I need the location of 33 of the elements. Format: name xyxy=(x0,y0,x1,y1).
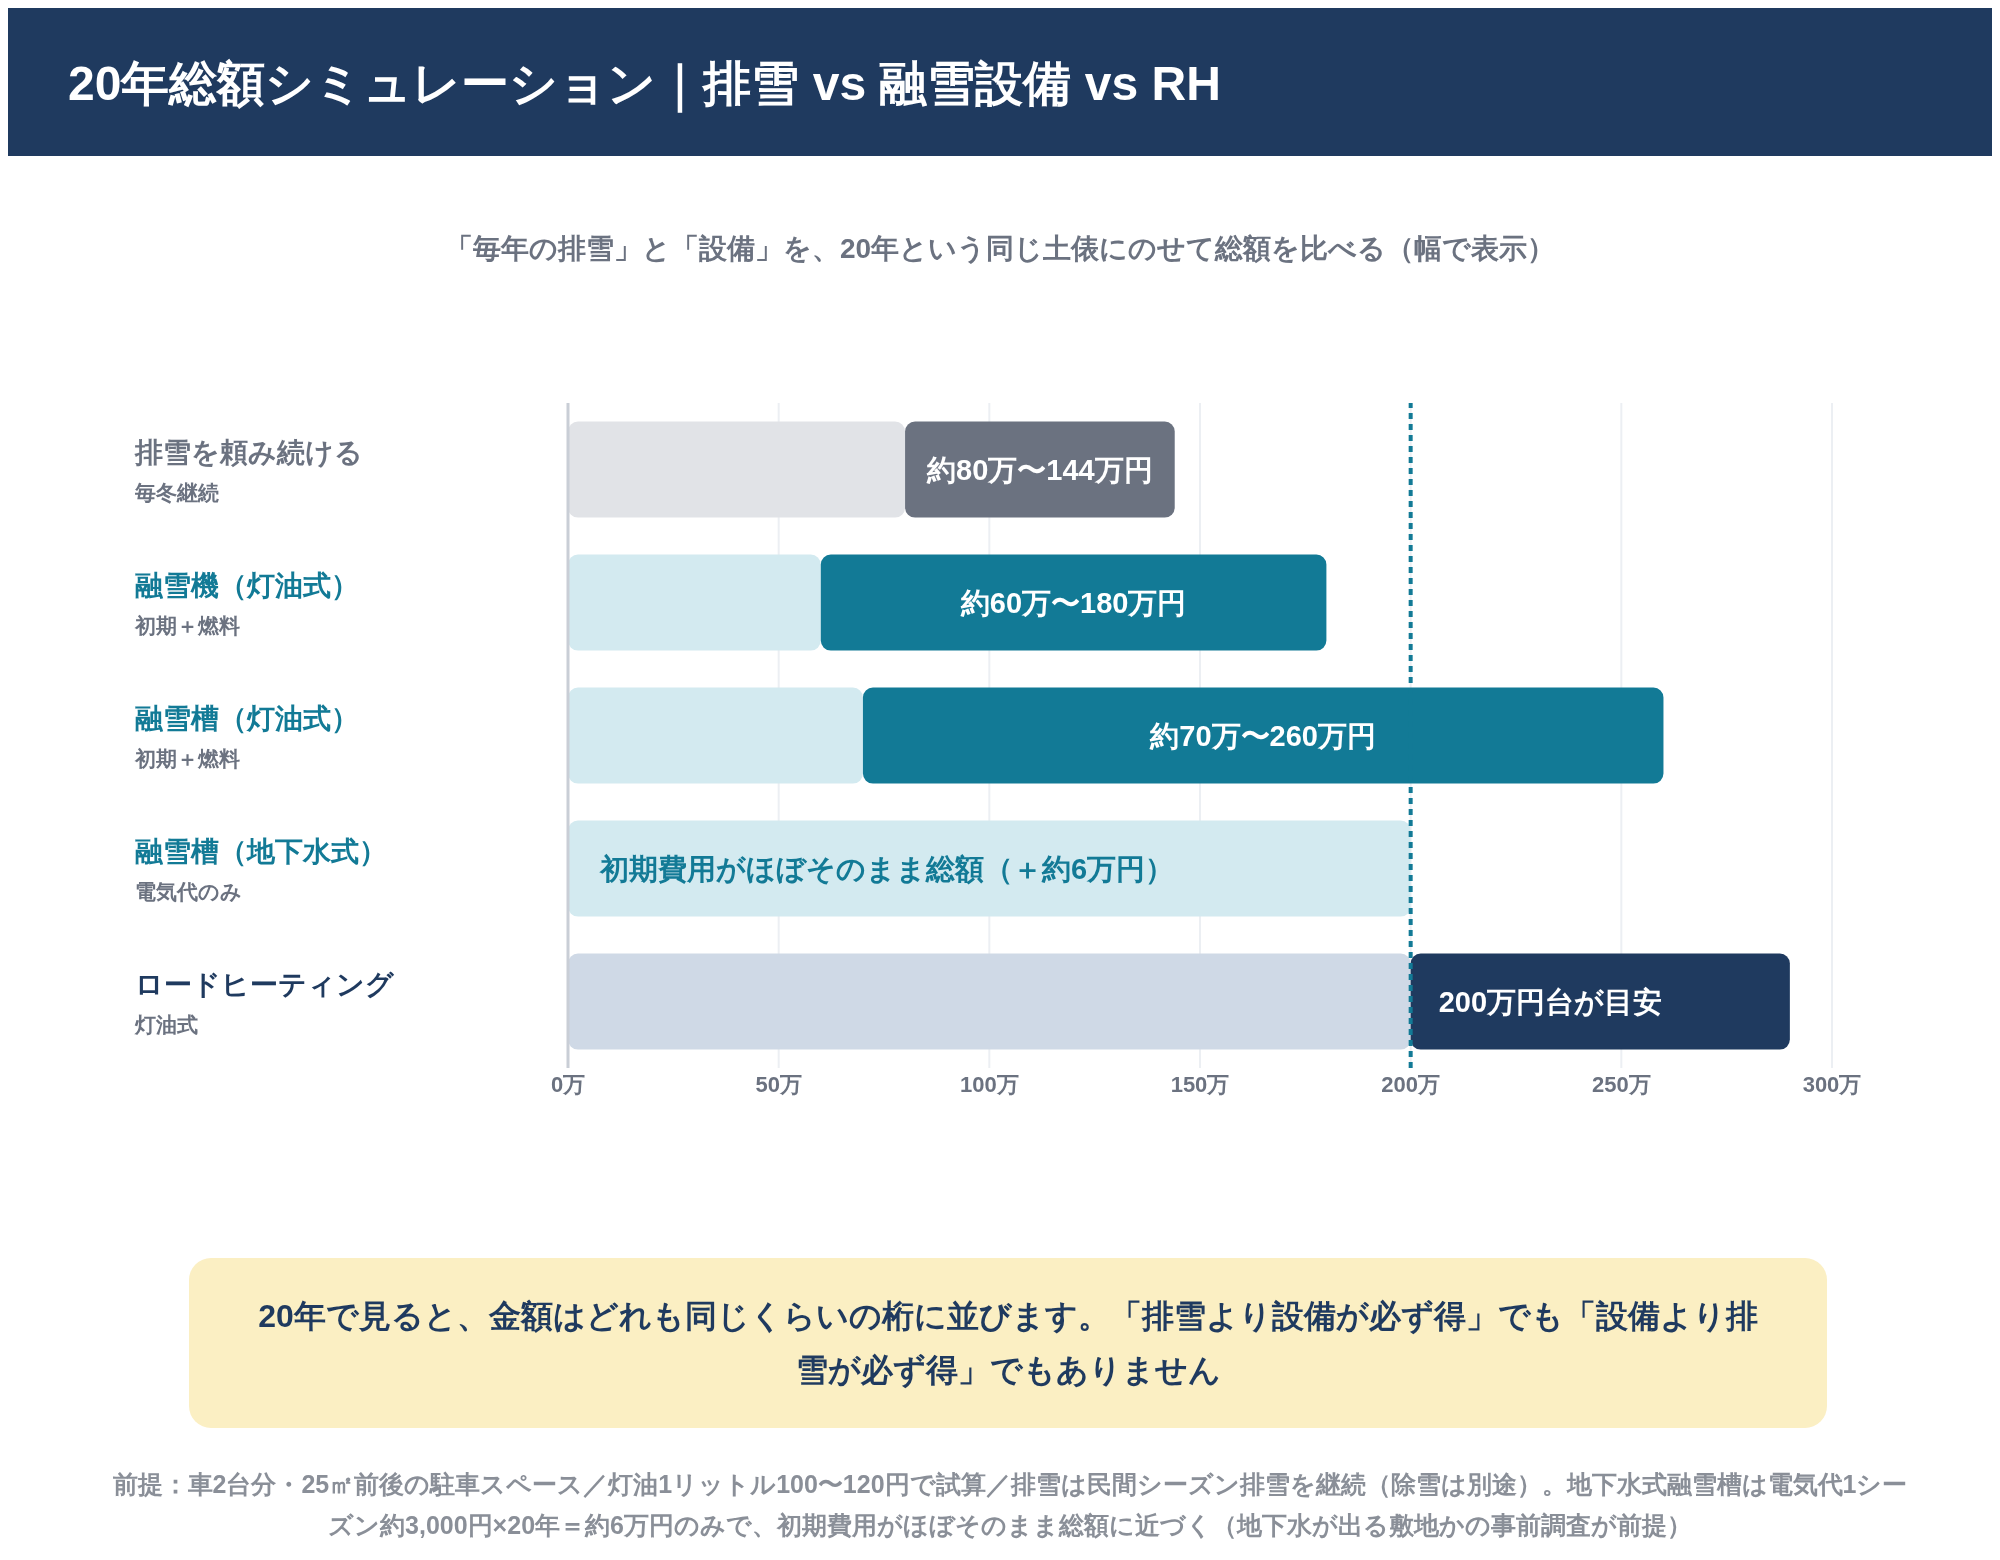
x-tick-label: 100万 xyxy=(959,1071,1019,1097)
text: 灯油式 xyxy=(134,1012,198,1036)
chart-subtitle: 「毎年の排雪」と「設備」を、20年という同じ土俵にのせて総額を比べる（幅で表示） xyxy=(443,232,1557,266)
x-tick-label: 50万 xyxy=(755,1071,802,1097)
x-tick-label: 300万 xyxy=(1802,1071,1862,1097)
x-tick-label: 150万 xyxy=(1170,1071,1230,1097)
x-tick-label: 250万 xyxy=(1591,1071,1651,1097)
bar xyxy=(568,687,863,784)
x-tick-label: 0万 xyxy=(550,1071,586,1097)
y-tick-label: 融雪機（灯油式） xyxy=(135,569,359,601)
bar xyxy=(568,820,1411,917)
y-tick-label: ロードヒーティング xyxy=(135,968,395,1000)
data-label: 初期費用がほぼそのまま総額（＋約6万円） xyxy=(599,852,1175,885)
x-tick-label: 200万 xyxy=(1381,1071,1441,1097)
text: 初期＋燃料 xyxy=(134,613,240,637)
bar xyxy=(1410,953,1790,1050)
text: 20年で見ると、金額はどれも同じくらいの桁に並びます。「排雪より設備が必ず得」でも「設備より排雪が必ず得」でもありません xyxy=(258,1296,1758,1390)
bar xyxy=(568,953,1411,1050)
bar xyxy=(905,421,1175,518)
y-tick-label: 排雪を頼み続ける xyxy=(134,436,363,468)
bar xyxy=(568,554,821,651)
data-label: 約70万〜260万円 xyxy=(1149,719,1377,752)
chart-title: 20年総額シミュレーション｜排雪 vs 融雪設備 vs RH xyxy=(68,56,1221,115)
text: 毎冬継続 xyxy=(134,480,219,504)
y-tick-label: 融雪槽（地下水式） xyxy=(135,835,387,867)
data-label: 約80万〜144万円 xyxy=(926,453,1153,486)
data-label: 約60万〜180万円 xyxy=(959,586,1187,619)
annotation: 200万円台が目安 xyxy=(1438,985,1663,1018)
bar xyxy=(820,554,1327,651)
y-tick-label: 融雪槽（灯油式） xyxy=(135,702,359,734)
text: 電気代のみ xyxy=(135,879,242,903)
text: 初期＋燃料 xyxy=(134,746,240,770)
text: 前提：車2台分・25㎡前後の駐車スペース／灯油1リットル100〜120円で試算／排雪は民間シーズン排雪を継続（除雪は別途）。地下水式融雪槽は電気代1シーズン約3,000円×20年＝約6万円のみで、初期費用がほぼそのまま総額に近づく（地下水が出る敷地かの事前調査が前提） xyxy=(111,1469,1909,1542)
